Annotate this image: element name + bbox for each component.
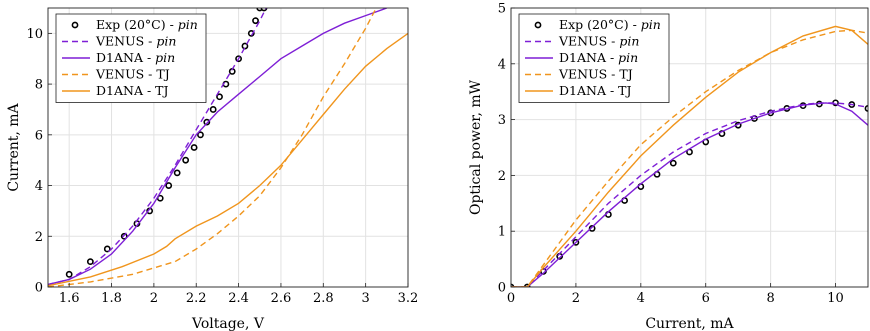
left-series-0-point-10 [190, 144, 198, 151]
right-legend-entry-0-label: Exp (20°C) - pin [559, 17, 661, 32]
right-axes-frame [510, 7, 869, 288]
left-x-axis-label: Voltage, V [191, 316, 265, 331]
left-xtick-label-8: 3.2 [398, 291, 419, 306]
right-ytick-label-1: 1 [498, 225, 506, 240]
right-x-axis-label: Current, mA [645, 316, 734, 331]
right-series-3-line [511, 29, 868, 287]
right-y-axis-label: Optical power, mW [468, 79, 484, 215]
right-legend-entry-0-marker [534, 21, 542, 29]
left-xtick-label-5: 2.6 [271, 291, 292, 306]
left-axes-frame [47, 7, 409, 288]
left-series-2-line [48, 8, 388, 286]
left-series-0-point-0 [65, 270, 73, 278]
left-series-3-line [48, 8, 377, 287]
left-series-0-point-8 [173, 169, 181, 177]
left-ytick-label-0: 0 [35, 281, 43, 296]
right-xtick-label-3: 6 [702, 291, 710, 306]
left-legend-entry-3-label: VENUS - TJ [95, 67, 170, 82]
left-xtick-label-6: 2.8 [313, 291, 334, 306]
right-legend-entry-3-label: VENUS - TJ [558, 67, 633, 82]
right-xtick-label-5: 10 [827, 291, 844, 306]
left-series-0-point-2 [103, 245, 111, 253]
right-series-0-point-10 [669, 159, 677, 167]
right-series-layer [511, 25, 868, 287]
left-series-0-point-7 [165, 182, 173, 189]
right-series-4-line [511, 25, 868, 287]
right-series-0-point-5 [588, 225, 596, 232]
right-series-2-line [511, 102, 868, 287]
right-legend-entry-4-label: D1ANA - TJ [559, 83, 632, 98]
left-ytick-label-3: 6 [35, 128, 43, 143]
left-ytick-label-2: 4 [35, 179, 43, 194]
right-xtick-label-0: 0 [507, 291, 515, 306]
right-ytick-label-2: 2 [498, 169, 506, 184]
left-series-0-point-20 [252, 17, 259, 25]
left-ytick-label-5: 10 [26, 27, 43, 42]
right-ytick-label-3: 3 [498, 113, 506, 128]
chart-left-current-vs-voltage: 1.6 1.8 2 2.2 2.4 2.6 2.8 3 3.2 0 2 4 6 8 10 Voltage, V… [6, 7, 419, 331]
left-series-1-line [48, 8, 267, 286]
right-xtick-label-1: 2 [572, 291, 580, 306]
left-xtick-label-4: 2.4 [228, 291, 249, 306]
left-legend-entry-4-label: D1ANA - TJ [96, 83, 169, 98]
left-xtick-label-1: 1.8 [101, 291, 122, 306]
left-series-0-point-11 [197, 131, 204, 139]
left-ytick-label-1: 2 [35, 230, 43, 245]
right-legend-entry-1-label: VENUS - pin [558, 34, 639, 49]
right-ytick-label-4: 4 [498, 57, 506, 72]
left-ytick-label-4: 8 [35, 78, 43, 93]
left-series-0-point-14 [216, 93, 223, 101]
right-series-0-point-22 [864, 105, 868, 112]
left-y-axis-label: Current, mA [6, 102, 22, 191]
left-legend-entry-0-marker [71, 21, 79, 29]
left-xtick-label-2: 2 [150, 291, 158, 306]
chart-right-power-vs-current: 0 2 4 6 8 10 0 1 2 3 4 5 Current, mA Optical power, m… [468, 2, 869, 331]
left-legend-entry-0-label: Exp (20°C) - pin [96, 17, 198, 32]
left-xtick-label-0: 1.6 [59, 291, 80, 306]
right-ytick-label-5: 5 [498, 2, 506, 17]
left-series-0-point-13 [209, 106, 217, 113]
left-xtick-label-7: 3 [362, 291, 370, 306]
left-xtick-label-3: 2.2 [186, 291, 207, 306]
left-series-0-point-9 [182, 156, 190, 164]
left-series-0-point-12 [203, 118, 211, 126]
left-legend-entry-1-label: VENUS - pin [95, 34, 176, 49]
right-legend-entry-2-label: D1ANA - pin [559, 50, 638, 65]
right-ytick-label-0: 0 [498, 281, 506, 296]
right-xtick-label-2: 4 [637, 291, 645, 306]
left-legend-entry-2-label: D1ANA - pin [96, 50, 175, 65]
right-xtick-label-4: 8 [766, 291, 774, 306]
left-series-4-line [48, 32, 408, 287]
left-series-0-point-1 [86, 258, 94, 266]
left-series-layer [48, 8, 408, 287]
